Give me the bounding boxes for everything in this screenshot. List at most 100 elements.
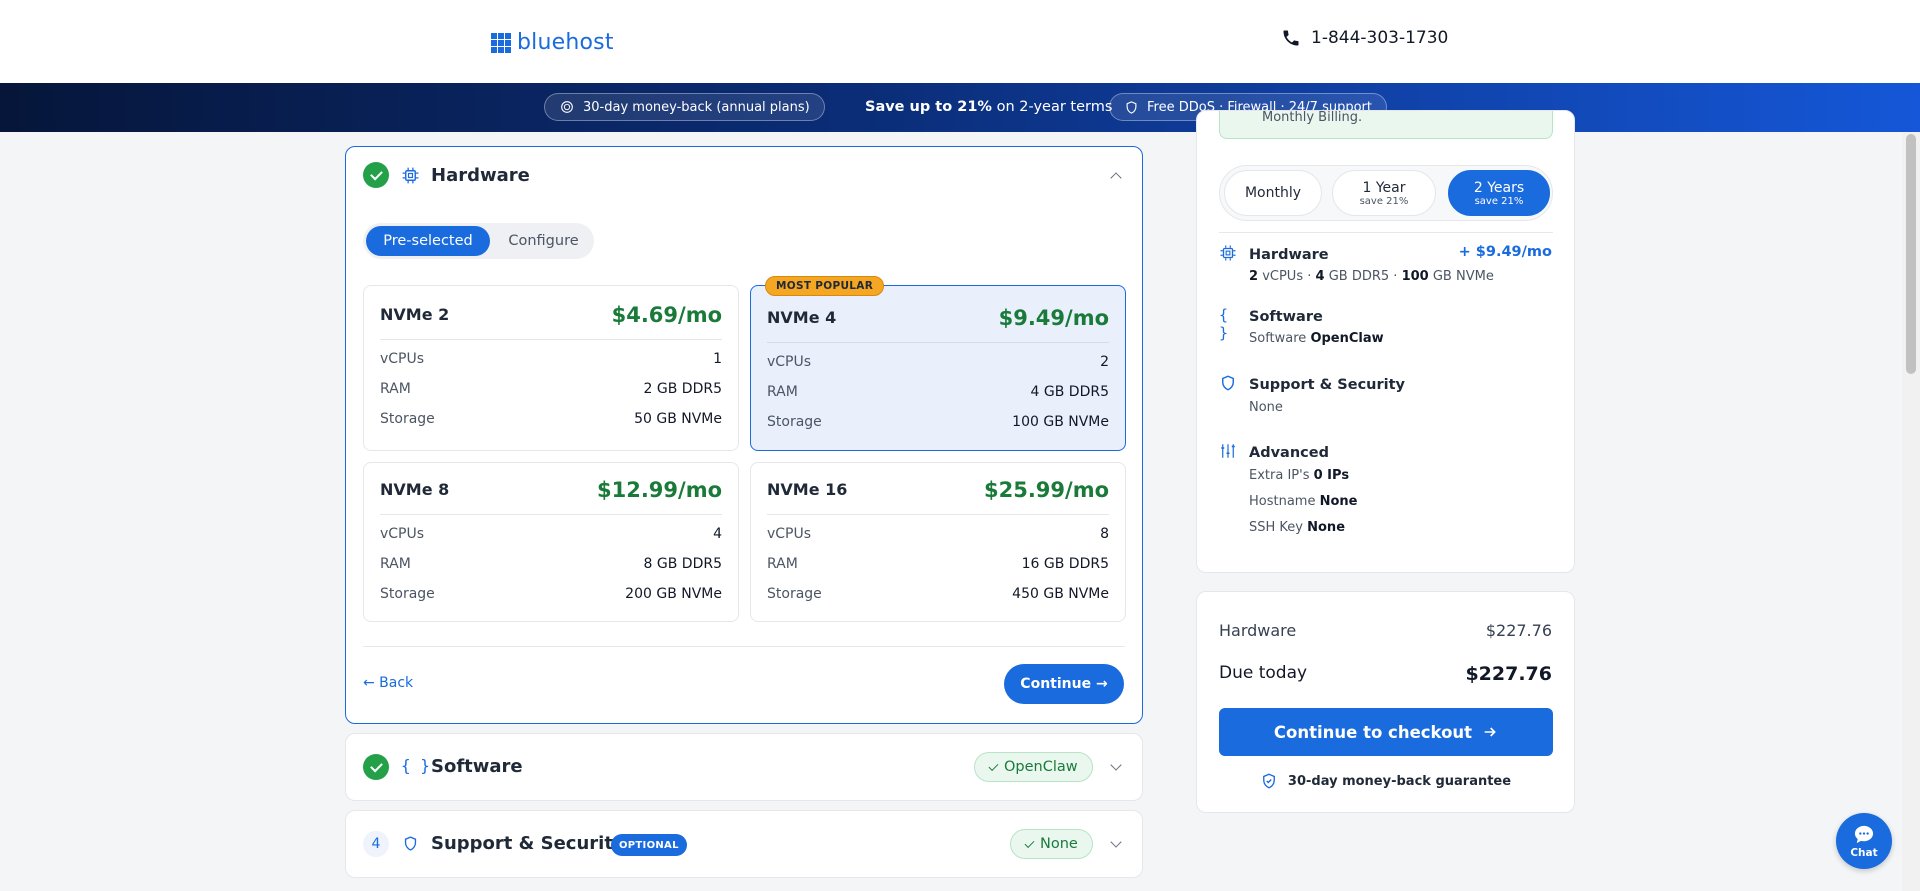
spec-row-ram: RAM 8 GB DDR5 xyxy=(380,556,722,572)
storage-value: 100 xyxy=(1401,269,1429,284)
support-title: Support & Security xyxy=(431,833,625,854)
most-popular-badge: MOST POPULAR xyxy=(765,276,885,296)
spec-value: 16 GB DDR5 xyxy=(1021,556,1109,572)
spec-label: RAM xyxy=(380,381,411,397)
plan-name: NVMe 2 xyxy=(380,305,450,324)
plan-name: NVMe 8 xyxy=(380,480,450,499)
totals-card: Hardware $227.76 Due today $227.76 Conti… xyxy=(1196,591,1575,813)
spec-value: 8 GB DDR5 xyxy=(643,556,722,572)
ram-unit: GB DDR5 xyxy=(1328,269,1390,284)
software-section[interactable]: { } Software OpenClaw xyxy=(345,733,1143,801)
preselected-tab[interactable]: Pre-selected xyxy=(366,226,490,256)
guarantee-text: 30-day money-back guarantee xyxy=(1287,773,1512,789)
plan-card-nvme2[interactable]: NVMe 2 $4.69/mo vCPUs 1 RAM 2 GB DDR5 Stor… xyxy=(363,285,739,451)
summary-software-line: Software OpenClaw xyxy=(1249,331,1384,346)
hardware-mode-toggle: Pre-selected Configure xyxy=(363,223,594,259)
support-security-section[interactable]: 4 Support & Security OPTIONAL None xyxy=(345,810,1143,878)
vcpus-value: 2 xyxy=(1249,269,1259,284)
plan-price: $25.99/mo xyxy=(983,478,1109,502)
due-today-row: Due today $227.76 xyxy=(1219,663,1552,685)
plan-price: $12.99/mo xyxy=(596,478,722,502)
term-label: 1 Year xyxy=(1362,179,1406,196)
software-status-text: OpenClaw xyxy=(1004,759,1078,775)
spec-row-storage: Storage 200 GB NVMe xyxy=(380,586,722,602)
software-value: OpenClaw xyxy=(1310,331,1384,346)
continue-button[interactable]: Continue → xyxy=(1004,664,1124,704)
optional-badge: OPTIONAL xyxy=(611,834,687,856)
spec-label: vCPUs xyxy=(767,526,812,542)
term-monthly[interactable]: Monthly xyxy=(1224,170,1322,216)
spec-value: 100 GB NVMe xyxy=(1012,414,1109,430)
plan-divider xyxy=(380,514,722,515)
term-save: save 21% xyxy=(1359,195,1409,207)
money-back-pill: 30-day money-back (annual plans) xyxy=(544,93,825,121)
scrollbar-thumb[interactable] xyxy=(1906,134,1916,374)
phone-link[interactable]: 1-844-303-1730 xyxy=(1281,28,1448,48)
phone-icon xyxy=(1283,30,1299,46)
plan-card-nvme4[interactable]: MOST POPULAR NVMe 4 $9.49/mo vCPUs 2 RAM 4… xyxy=(750,276,1126,451)
extra-ips-label: Extra IP's xyxy=(1249,468,1310,483)
summary-divider xyxy=(1219,232,1553,233)
section-divider xyxy=(363,646,1125,647)
configure-tab[interactable]: Configure xyxy=(508,233,579,249)
braces-icon: { } xyxy=(1219,306,1229,342)
plan-card-nvme8[interactable]: NVMe 8 $12.99/mo vCPUs 4 RAM 8 GB DDR5 Sto… xyxy=(363,462,739,622)
spec-row-vcpus: vCPUs 4 xyxy=(380,526,722,542)
spec-value: 2 GB DDR5 xyxy=(643,381,722,397)
chip-icon xyxy=(1220,245,1236,261)
spec-label: RAM xyxy=(767,384,798,400)
order-summary: Monthly Billing. Monthly 1 Year save 21%… xyxy=(1196,110,1575,573)
spec-row-ram: RAM 4 GB DDR5 xyxy=(767,384,1109,400)
software-label: Software xyxy=(1249,331,1307,346)
spec-label: Storage xyxy=(767,586,822,602)
support-status-text: None xyxy=(1040,836,1078,852)
spec-label: vCPUs xyxy=(767,354,812,370)
shield-icon xyxy=(1222,375,1234,391)
plan-name: NVMe 16 xyxy=(767,480,848,499)
top-header: bluehost 1-844-303-1730 xyxy=(0,0,1920,83)
expand-chevron-icon[interactable] xyxy=(1110,759,1122,771)
guarantee-note: 30-day money-back guarantee xyxy=(1197,771,1574,791)
plan-card-nvme16[interactable]: NVMe 16 $25.99/mo vCPUs 8 RAM 16 GB DDR5 S… xyxy=(750,462,1126,622)
total-value: $227.76 xyxy=(1485,621,1552,640)
hardware-section: Hardware Pre-selected Configure NVMe 2 $… xyxy=(345,146,1143,724)
summary-software-title: Software xyxy=(1249,309,1323,325)
total-label: Hardware xyxy=(1219,621,1297,640)
plan-divider xyxy=(767,342,1109,343)
checkout-label: Continue to checkout xyxy=(1273,722,1473,742)
spec-label: Storage xyxy=(380,411,435,427)
due-label: Due today xyxy=(1219,663,1308,683)
spec-value: 200 GB NVMe xyxy=(625,586,722,602)
hostname-value: None xyxy=(1319,494,1358,509)
chat-bubble-icon xyxy=(1854,825,1874,843)
hardware-total-row: Hardware $227.76 xyxy=(1219,621,1552,640)
spec-value: 4 GB DDR5 xyxy=(1030,384,1109,400)
continue-to-checkout-button[interactable]: Continue to checkout xyxy=(1219,708,1553,756)
plan-price: $4.69/mo xyxy=(611,303,722,327)
software-status-tag: OpenClaw xyxy=(974,752,1093,782)
badge-icon xyxy=(561,101,573,113)
term-1-year[interactable]: 1 Year save 21% xyxy=(1332,170,1436,216)
spec-label: Storage xyxy=(380,586,435,602)
summary-hardware-price: + $9.49/mo xyxy=(1458,244,1552,260)
chip-icon xyxy=(402,167,419,184)
extra-ips-value: 0 IPs xyxy=(1313,468,1350,483)
spec-label: Storage xyxy=(767,414,822,430)
spec-value: 8 xyxy=(1100,526,1109,542)
term-label: Monthly xyxy=(1244,185,1302,201)
spec-row-storage: Storage 50 GB NVMe xyxy=(380,411,722,427)
expand-chevron-icon[interactable] xyxy=(1110,836,1122,848)
plan-price: $9.49/mo xyxy=(998,306,1109,330)
collapse-chevron-icon[interactable] xyxy=(1110,172,1122,184)
bluehost-logo[interactable]: bluehost xyxy=(491,30,614,55)
summary-hostname: Hostname None xyxy=(1249,494,1358,509)
shield-check-icon xyxy=(1262,773,1275,789)
chat-button[interactable]: Chat xyxy=(1836,813,1892,869)
term-2-years[interactable]: 2 Years save 21% xyxy=(1448,170,1550,216)
summary-support-title: Support & Security xyxy=(1249,377,1406,393)
back-button[interactable]: ← Back xyxy=(363,675,414,691)
phone-number: 1-844-303-1730 xyxy=(1311,28,1449,48)
spec-label: RAM xyxy=(380,556,411,572)
step-number: 4 xyxy=(363,831,389,857)
spec-label: vCPUs xyxy=(380,526,425,542)
